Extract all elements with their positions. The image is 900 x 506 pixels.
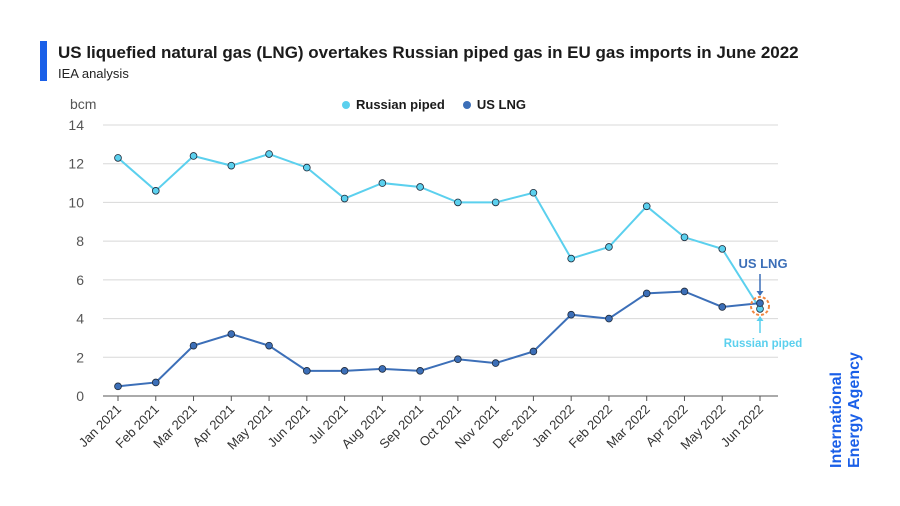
data-point-us: [529, 347, 538, 356]
data-point-us: [642, 289, 651, 298]
x-tick-label: Apr 2022: [643, 402, 691, 450]
data-point-us: [114, 382, 122, 391]
legend-label-us: US LNG: [476, 97, 526, 112]
brand-line-2: Energy Agency: [846, 352, 863, 468]
data-point-us: [491, 359, 500, 367]
data-point-russian: [114, 154, 122, 162]
x-tick-label: Mar 2021: [150, 402, 199, 451]
data-point-us: [454, 355, 462, 364]
y-tick-label: 4: [76, 311, 84, 327]
data-point-russian: [378, 179, 387, 187]
data-point-russian: [642, 202, 651, 211]
legend-item-us: US LNG: [462, 97, 526, 112]
x-tick-label: Feb 2022: [566, 402, 615, 451]
data-point-russian: [265, 150, 273, 158]
legend-item-russian: Russian piped: [342, 97, 445, 112]
legend-marker-russian: [342, 100, 350, 109]
data-point-us: [567, 310, 575, 319]
data-point-russian: [680, 233, 689, 242]
y-tick-label: 6: [76, 272, 84, 288]
x-tick-label: May 2021: [224, 402, 275, 453]
y-tick-label: 8: [76, 233, 84, 249]
data-point-russian: [189, 152, 198, 160]
x-tick-label: Jan 2021: [76, 402, 124, 450]
data-point-russian: [416, 183, 424, 191]
title-accent-bar: [40, 41, 47, 81]
data-point-russian: [340, 194, 349, 203]
data-point-us: [189, 341, 198, 350]
chart-subtitle: IEA analysis: [58, 66, 129, 81]
x-tick-label: Oct 2021: [416, 402, 464, 450]
data-point-us: [151, 378, 160, 387]
annotation-arrowhead-us: [756, 290, 764, 296]
x-tick-label: Sep 2021: [376, 402, 426, 452]
x-tick-label: Jul 2021: [305, 402, 350, 447]
chart-title: US liquefied natural gas (LNG) overtakes…: [58, 43, 799, 62]
brand-line-1: International: [828, 371, 845, 468]
data-point-russian: [529, 188, 538, 197]
data-point-us: [265, 341, 273, 350]
y-tick-label: 10: [68, 194, 84, 210]
data-point-russian: [151, 187, 160, 195]
data-point-us: [340, 367, 349, 375]
data-point-us: [718, 303, 727, 311]
data-point-russian: [756, 305, 764, 313]
crossover-highlight-ring: [750, 295, 770, 316]
x-tick-label: Apr 2021: [189, 402, 237, 450]
y-tick-label: 14: [68, 117, 84, 133]
legend: Russian piped US LNG: [342, 97, 526, 112]
data-point-us: [416, 367, 424, 375]
data-point-russian: [303, 163, 311, 172]
series-line-russian: [117, 152, 761, 310]
legend-label-russian: Russian piped: [356, 97, 445, 112]
y-tick-label: 2: [76, 349, 84, 365]
data-point-us: [378, 365, 387, 373]
x-tick-label: Feb 2021: [112, 402, 161, 451]
data-point-russian: [567, 254, 575, 263]
annotation-arrowhead-russian: [756, 315, 764, 321]
data-point-us: [227, 330, 236, 338]
data-point-russian: [454, 198, 462, 207]
x-tick-label: Aug 2021: [339, 402, 389, 452]
series-line-us: [117, 290, 761, 388]
x-tick-label: Jan 2022: [529, 402, 577, 450]
data-point-us: [605, 314, 613, 323]
data-point-russian: [227, 161, 236, 170]
x-tick-label: Jun 2021: [265, 402, 313, 450]
legend-marker-us: [462, 100, 471, 109]
data-point-russian: [605, 243, 613, 251]
brand-logo-text: International Energy Agency: [828, 338, 870, 468]
x-tick-label: Mar 2022: [603, 402, 652, 451]
data-point-us: [756, 299, 764, 307]
data-point-russian: [491, 198, 500, 207]
y-tick-label: 0: [76, 388, 84, 404]
annotation-us-lng: US LNG: [738, 256, 787, 271]
data-point-russian: [718, 245, 727, 253]
y-axis-label: bcm: [70, 96, 96, 112]
y-tick-label: 12: [68, 156, 84, 172]
x-tick-label: May 2022: [677, 402, 728, 453]
data-point-us: [680, 287, 689, 296]
x-tick-label: Jun 2022: [718, 402, 766, 450]
x-tick-label: Nov 2021: [452, 402, 502, 452]
annotation-russian-piped: Russian piped: [724, 338, 803, 350]
data-point-us: [303, 367, 311, 375]
x-tick-label: Dec 2021: [490, 402, 540, 452]
